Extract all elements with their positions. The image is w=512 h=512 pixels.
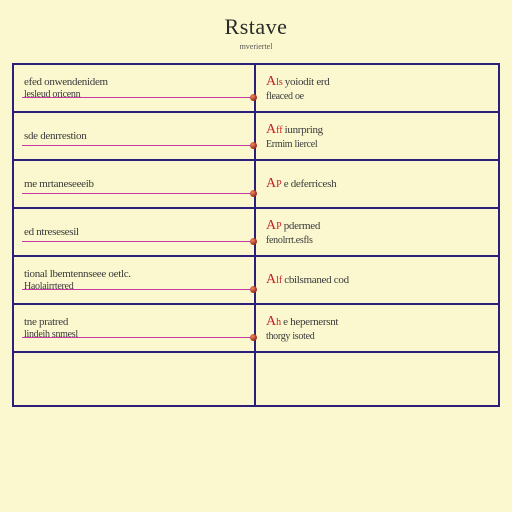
- cell-right: Aff iunrpring Ermim liercel: [256, 113, 498, 159]
- cell-left: efed onwendenidem lesleud oricenn: [14, 65, 256, 111]
- cell-left: ed ntresesesil: [14, 209, 256, 255]
- page-subtitle: mveriertel: [12, 42, 500, 51]
- desc: e deferricesh: [284, 178, 337, 190]
- cell-right: [256, 353, 498, 405]
- desc: pdermed: [284, 220, 320, 232]
- cell-right: Alf cbilsmaned cod: [256, 257, 498, 303]
- left-main: ed ntresesesil: [24, 226, 244, 238]
- cell-left: tional lbemtennseee oetlc. Haolairrtered: [14, 257, 256, 303]
- left-main: tne pratred: [24, 316, 244, 328]
- arrow-icon: [22, 238, 257, 245]
- page-title: Rstave: [12, 14, 500, 40]
- desc: cbilsmaned cod: [284, 274, 349, 286]
- tag-line: Ah e hepernersnt: [266, 314, 488, 330]
- desc-sub: fenolrrt.esfls: [266, 235, 488, 246]
- left-main: tional lbemtennseee oetlc.: [24, 268, 244, 280]
- header: Rstave mveriertel: [12, 14, 500, 51]
- cell-left: [14, 353, 256, 405]
- tag-line: Alf cbilsmaned cod: [266, 272, 488, 288]
- comparison-table: efed onwendenidem lesleud oricenn Als yo…: [12, 63, 500, 407]
- tag: Ah: [266, 314, 281, 330]
- arrow-icon: [22, 190, 257, 197]
- table-row: ed ntresesesil AP pdermed fenolrrt.esfls: [14, 209, 498, 257]
- arrow-icon: [22, 142, 257, 149]
- desc-sub: Ermim liercel: [266, 139, 488, 150]
- tag: AP: [266, 176, 282, 192]
- desc-sub: thorgy isoted: [266, 331, 488, 342]
- left-main: sde denrrestion: [24, 130, 244, 142]
- cell-left: tne pratred lindeih snmesl: [14, 305, 256, 351]
- desc: yoiodít erd: [285, 76, 330, 88]
- tag-line: AP e deferricesh: [266, 176, 488, 192]
- cell-left: sde denrrestion: [14, 113, 256, 159]
- cell-right: Als yoiodít erd fleaced oe: [256, 65, 498, 111]
- table-row: [14, 353, 498, 405]
- tag: Alf: [266, 272, 282, 288]
- cell-left: me mrtaneseeeib: [14, 161, 256, 207]
- table-row: efed onwendenidem lesleud oricenn Als yo…: [14, 65, 498, 113]
- cell-right: AP pdermed fenolrrt.esfls: [256, 209, 498, 255]
- table-row: me mrtaneseeeib AP e deferricesh: [14, 161, 498, 209]
- arrow-icon: [22, 94, 257, 101]
- tag: AP: [266, 218, 282, 234]
- tag-line: Aff iunrpring: [266, 122, 488, 138]
- tag: Aff: [266, 122, 283, 138]
- table-row: sde denrrestion Aff iunrpring Ermim lier…: [14, 113, 498, 161]
- tag-line: AP pdermed: [266, 218, 488, 234]
- left-main: me mrtaneseeeib: [24, 178, 244, 190]
- cell-right: AP e deferricesh: [256, 161, 498, 207]
- desc-sub: fleaced oe: [266, 91, 488, 102]
- left-main: efed onwendenidem: [24, 76, 244, 88]
- tag: Als: [266, 74, 283, 90]
- arrow-icon: [22, 334, 257, 341]
- tag-line: Als yoiodít erd: [266, 74, 488, 90]
- table-row: tional lbemtennseee oetlc. Haolairrtered…: [14, 257, 498, 305]
- desc: iunrpring: [285, 124, 323, 136]
- arrow-icon: [22, 286, 257, 293]
- cell-right: Ah e hepernersnt thorgy isoted: [256, 305, 498, 351]
- desc: e hepernersnt: [283, 316, 338, 328]
- table-row: tne pratred lindeih snmesl Ah e heperner…: [14, 305, 498, 353]
